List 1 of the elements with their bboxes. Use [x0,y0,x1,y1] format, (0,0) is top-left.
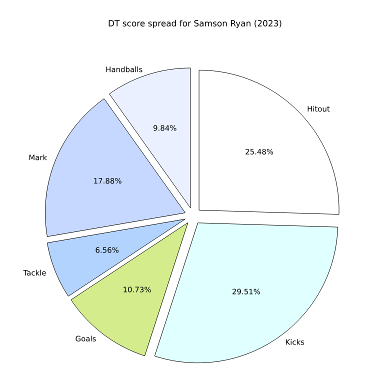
chart-title: DT score spread for Samson Ryan (2023) [108,20,282,28]
